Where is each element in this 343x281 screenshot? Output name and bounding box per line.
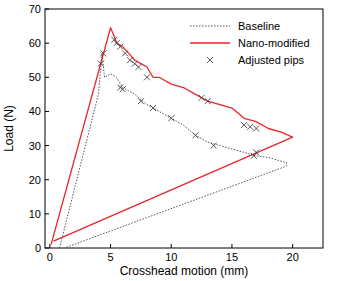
x-tick-label: 15 bbox=[226, 251, 238, 263]
scatter-point bbox=[247, 124, 253, 130]
legend-label: Baseline bbox=[238, 20, 280, 32]
x-tick-label: 5 bbox=[107, 251, 113, 263]
x-axis-label: Crosshead motion (mm) bbox=[120, 264, 249, 278]
y-tick-label: 0 bbox=[35, 242, 41, 254]
x-tick bbox=[292, 244, 293, 248]
legend-label: Adjusted pips bbox=[238, 54, 305, 66]
y-tick bbox=[45, 111, 49, 112]
y-tick bbox=[45, 43, 49, 44]
scatter-point bbox=[100, 50, 106, 56]
scatter-point bbox=[111, 37, 117, 43]
legend-label: Nano-modified bbox=[238, 37, 310, 49]
y-axis-label: Load (N) bbox=[2, 105, 16, 152]
y-tick-label: 60 bbox=[29, 37, 41, 49]
y-tick-label: 50 bbox=[29, 71, 41, 83]
x-tick bbox=[171, 244, 172, 248]
scatter-point bbox=[253, 149, 259, 155]
scatter-point bbox=[211, 143, 217, 149]
scatter-point bbox=[168, 115, 174, 121]
scatter-point bbox=[117, 44, 123, 50]
scatter-point bbox=[135, 64, 141, 70]
scatter-point bbox=[144, 74, 150, 80]
scatter-point bbox=[150, 105, 156, 111]
x-tick-label: 20 bbox=[287, 251, 299, 263]
y-tick bbox=[45, 145, 49, 146]
scatter-point bbox=[98, 61, 104, 67]
y-tick bbox=[45, 77, 49, 78]
scatter-point bbox=[199, 95, 205, 101]
scatter-point bbox=[193, 132, 199, 138]
y-tick bbox=[45, 213, 49, 214]
chart: 0 5 10 15 20 0 10 20 30 40 50 60 70 Crosshead motion … bbox=[0, 0, 343, 281]
series-line bbox=[60, 53, 287, 248]
y-tick bbox=[45, 179, 49, 180]
plot-frame bbox=[45, 9, 323, 248]
scatter-point bbox=[205, 98, 211, 104]
legend: Baseline Nano-modified Adjusted pips bbox=[190, 20, 310, 66]
y-tick-label: 10 bbox=[29, 208, 41, 220]
x-tick bbox=[49, 244, 50, 248]
x-tick-label: 0 bbox=[47, 251, 53, 263]
scatter-point bbox=[127, 57, 133, 63]
y-tick-label: 40 bbox=[29, 105, 41, 117]
scatter-point bbox=[251, 153, 257, 159]
x-tick bbox=[231, 244, 232, 248]
scatter-point bbox=[122, 50, 128, 56]
legend-swatch bbox=[207, 57, 213, 63]
scatter-point bbox=[241, 122, 247, 128]
x-tick-label: 10 bbox=[165, 251, 177, 263]
scatter-point bbox=[138, 98, 144, 104]
y-tick-label: 70 bbox=[29, 3, 41, 15]
y-tick-label: 20 bbox=[29, 174, 41, 186]
legend-swatch bbox=[190, 26, 230, 27]
scatter-point bbox=[120, 86, 126, 92]
x-tick bbox=[110, 244, 111, 248]
y-tick-label: 30 bbox=[29, 140, 41, 152]
scatter-point bbox=[253, 126, 259, 132]
legend-swatch bbox=[190, 42, 230, 43]
